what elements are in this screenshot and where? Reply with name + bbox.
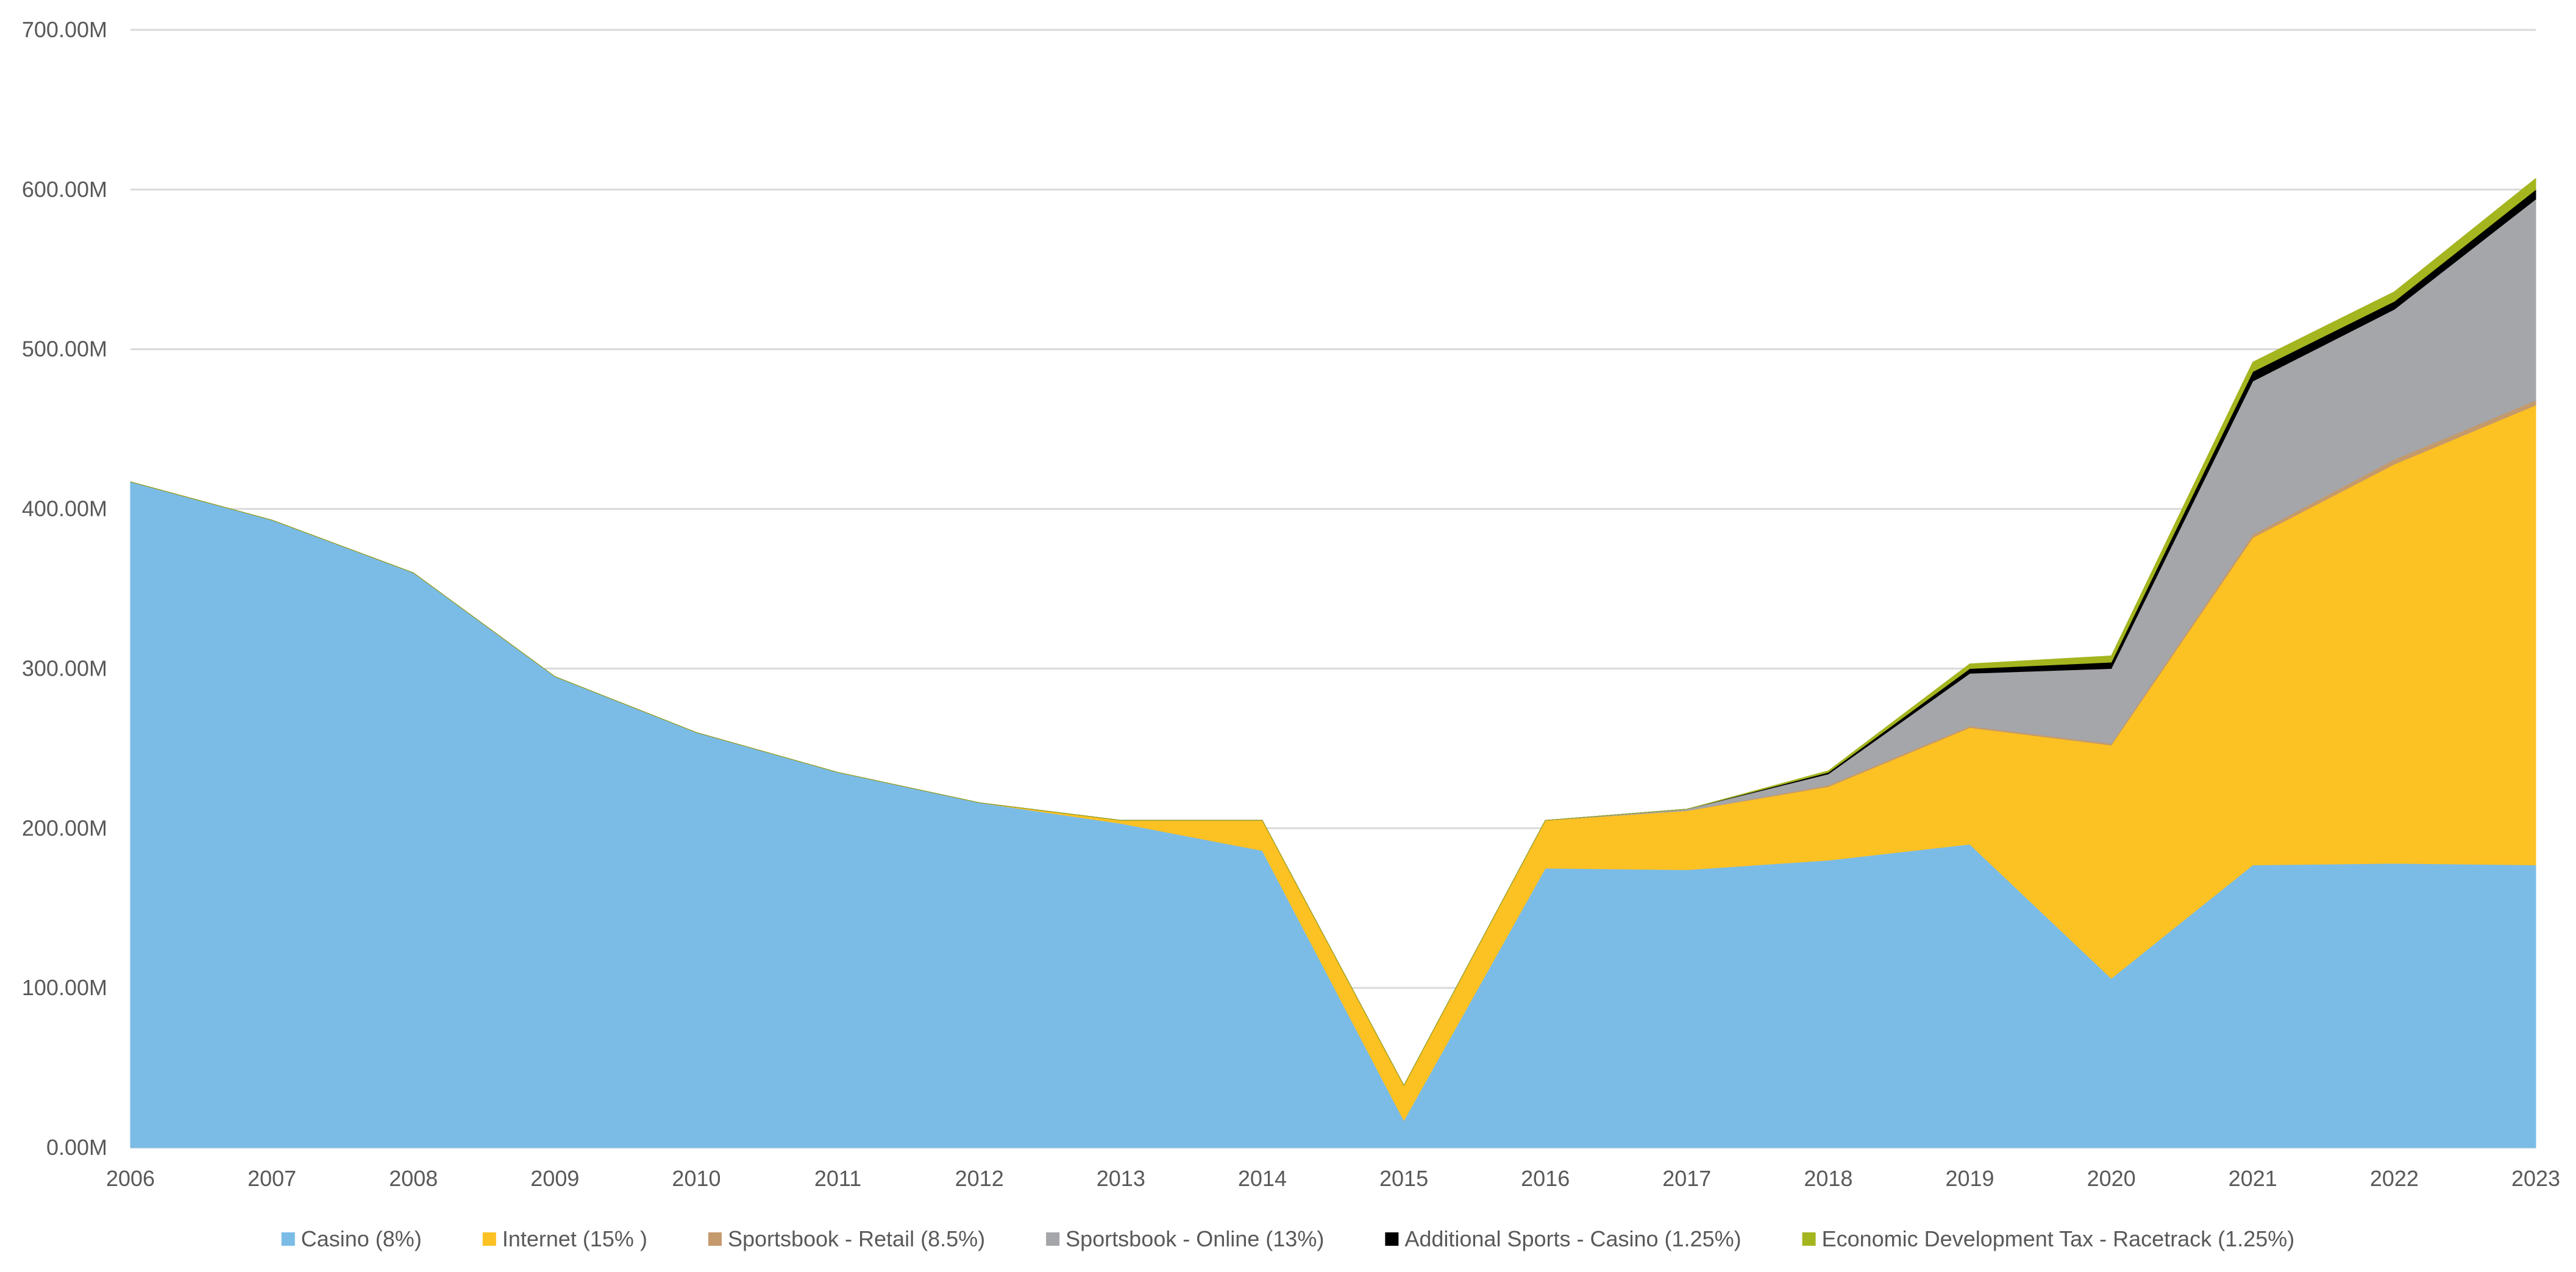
x-tick-label: 2018 <box>1804 1166 1852 1191</box>
x-tick-label: 2010 <box>672 1166 720 1191</box>
legend-swatch <box>708 1232 722 1246</box>
x-tick-label: 2009 <box>530 1166 579 1191</box>
legend-swatch <box>482 1232 496 1246</box>
y-tick-label: 400.00M <box>22 496 107 521</box>
legend-item-additional-sports-casino-1-25: Additional Sports - Casino (1.25%) <box>1385 1226 1742 1251</box>
legend-label: Casino (8%) <box>301 1226 422 1251</box>
legend-label: Economic Development Tax - Racetrack (1.… <box>1822 1226 2295 1251</box>
x-tick-label: 2015 <box>1379 1166 1428 1191</box>
x-tick-label: 2011 <box>814 1166 861 1191</box>
x-tick-label: 2013 <box>1097 1166 1145 1191</box>
y-tick-label: 600.00M <box>22 177 107 202</box>
y-tick-label: 700.00M <box>22 17 107 42</box>
legend-label: Sportsbook - Online (13%) <box>1066 1226 1324 1251</box>
legend-label: Sportsbook - Retail (8.5%) <box>728 1226 985 1251</box>
x-tick-label: 2023 <box>2511 1166 2560 1191</box>
legend-item-internet-15: Internet (15% ) <box>482 1226 647 1251</box>
x-tick-label: 2017 <box>1662 1166 1711 1191</box>
x-axis-tick-labels: 2006 2007 2008 2009 2010 2011 2012 2013 2014 2015… <box>106 1166 2560 1191</box>
x-tick-label: 2012 <box>955 1166 1004 1191</box>
series-areas <box>130 177 2536 1148</box>
legend-label: Additional Sports - Casino (1.25%) <box>1404 1226 1741 1251</box>
legend-swatch <box>1046 1232 1060 1246</box>
x-tick-label: 2021 <box>2229 1166 2277 1191</box>
x-tick-label: 2019 <box>1945 1166 1994 1191</box>
legend: Casino (8%) Internet (15% ) Sportsbook - R… <box>281 1226 2295 1251</box>
y-axis-tick-labels: 0.00M 100.00M 200.00M 300.00M 400.00M 500.00M… <box>22 17 107 1160</box>
x-tick-label: 2007 <box>247 1166 296 1191</box>
legend-item-economic-development-tax-racetrack-1-25: Economic Development Tax - Racetrack (1.… <box>1802 1226 2295 1251</box>
legend-item-sportsbook-retail-8-5: Sportsbook - Retail (8.5%) <box>708 1226 985 1251</box>
series-area-economic-development-tax-racetrack-1-25 <box>130 177 2536 1086</box>
x-tick-label: 2016 <box>1521 1166 1570 1191</box>
legend-swatch <box>1385 1232 1399 1246</box>
x-tick-label: 2022 <box>2370 1166 2419 1191</box>
x-tick-label: 2014 <box>1238 1166 1287 1191</box>
y-tick-label: 300.00M <box>22 656 107 681</box>
legend-item-sportsbook-online-13: Sportsbook - Online (13%) <box>1046 1226 1324 1251</box>
y-tick-label: 500.00M <box>22 337 107 362</box>
legend-item-casino-8: Casino (8%) <box>281 1226 422 1251</box>
legend-swatch <box>1802 1232 1816 1246</box>
x-tick-label: 2006 <box>106 1166 155 1191</box>
x-tick-label: 2008 <box>389 1166 438 1191</box>
legend-swatch <box>281 1232 295 1246</box>
legend-label: Internet (15% ) <box>502 1226 647 1251</box>
y-tick-label: 200.00M <box>22 815 107 840</box>
x-tick-label: 2020 <box>2087 1166 2136 1191</box>
y-tick-label: 0.00M <box>46 1135 107 1160</box>
y-tick-label: 100.00M <box>22 975 107 1000</box>
